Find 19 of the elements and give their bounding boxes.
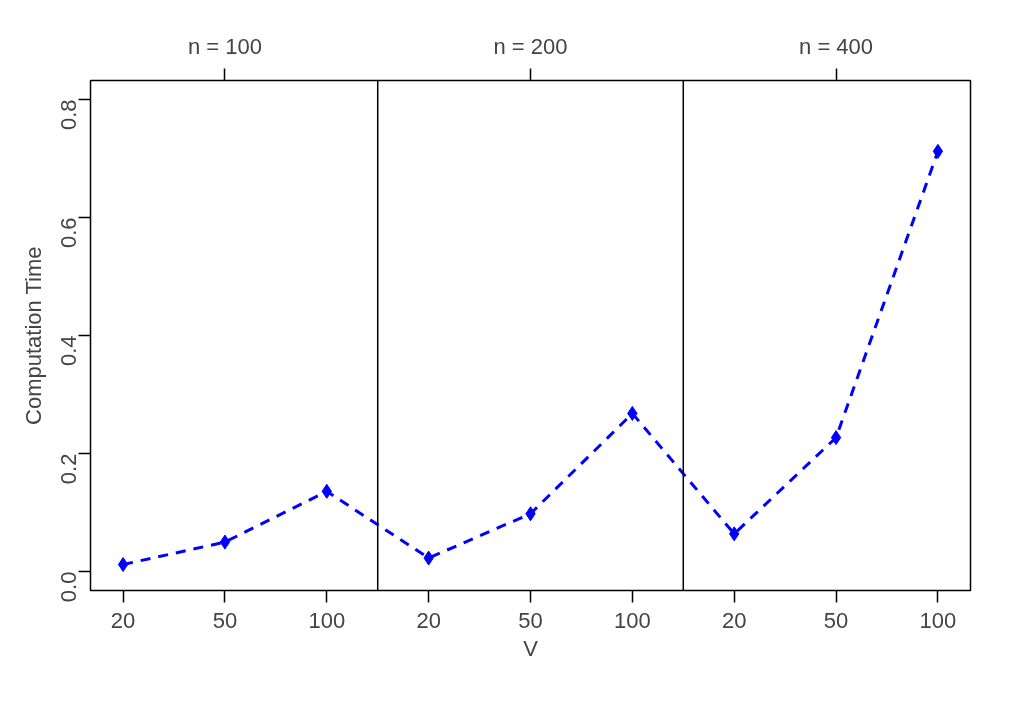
y-tick-label: 0.2 — [56, 453, 81, 485]
x-tick-label: 100 — [308, 607, 346, 633]
text: n = 400 — [799, 33, 874, 59]
x-axis-title: V — [523, 635, 539, 661]
y-tick-label: 0.4 — [56, 335, 81, 367]
y-axis-title: Computation Time — [20, 246, 46, 425]
y-tick-label: 0.6 — [56, 217, 81, 249]
x-tick-label: 50 — [823, 607, 849, 633]
x-tick-label: 100 — [919, 607, 957, 633]
y-tick-label: 0.8 — [56, 99, 81, 130]
x-tick-label: 20 — [110, 607, 136, 633]
x-tick-label: 50 — [518, 607, 543, 633]
y-tick-label: 0.0 — [56, 571, 81, 603]
x-tick-label: 50 — [212, 607, 238, 633]
text: n = 200 — [493, 33, 568, 59]
x-tick-label: 20 — [416, 607, 441, 633]
x-tick-label: 100 — [614, 607, 651, 633]
text: n = 100 — [187, 33, 262, 59]
x-tick-label: 20 — [721, 607, 747, 633]
